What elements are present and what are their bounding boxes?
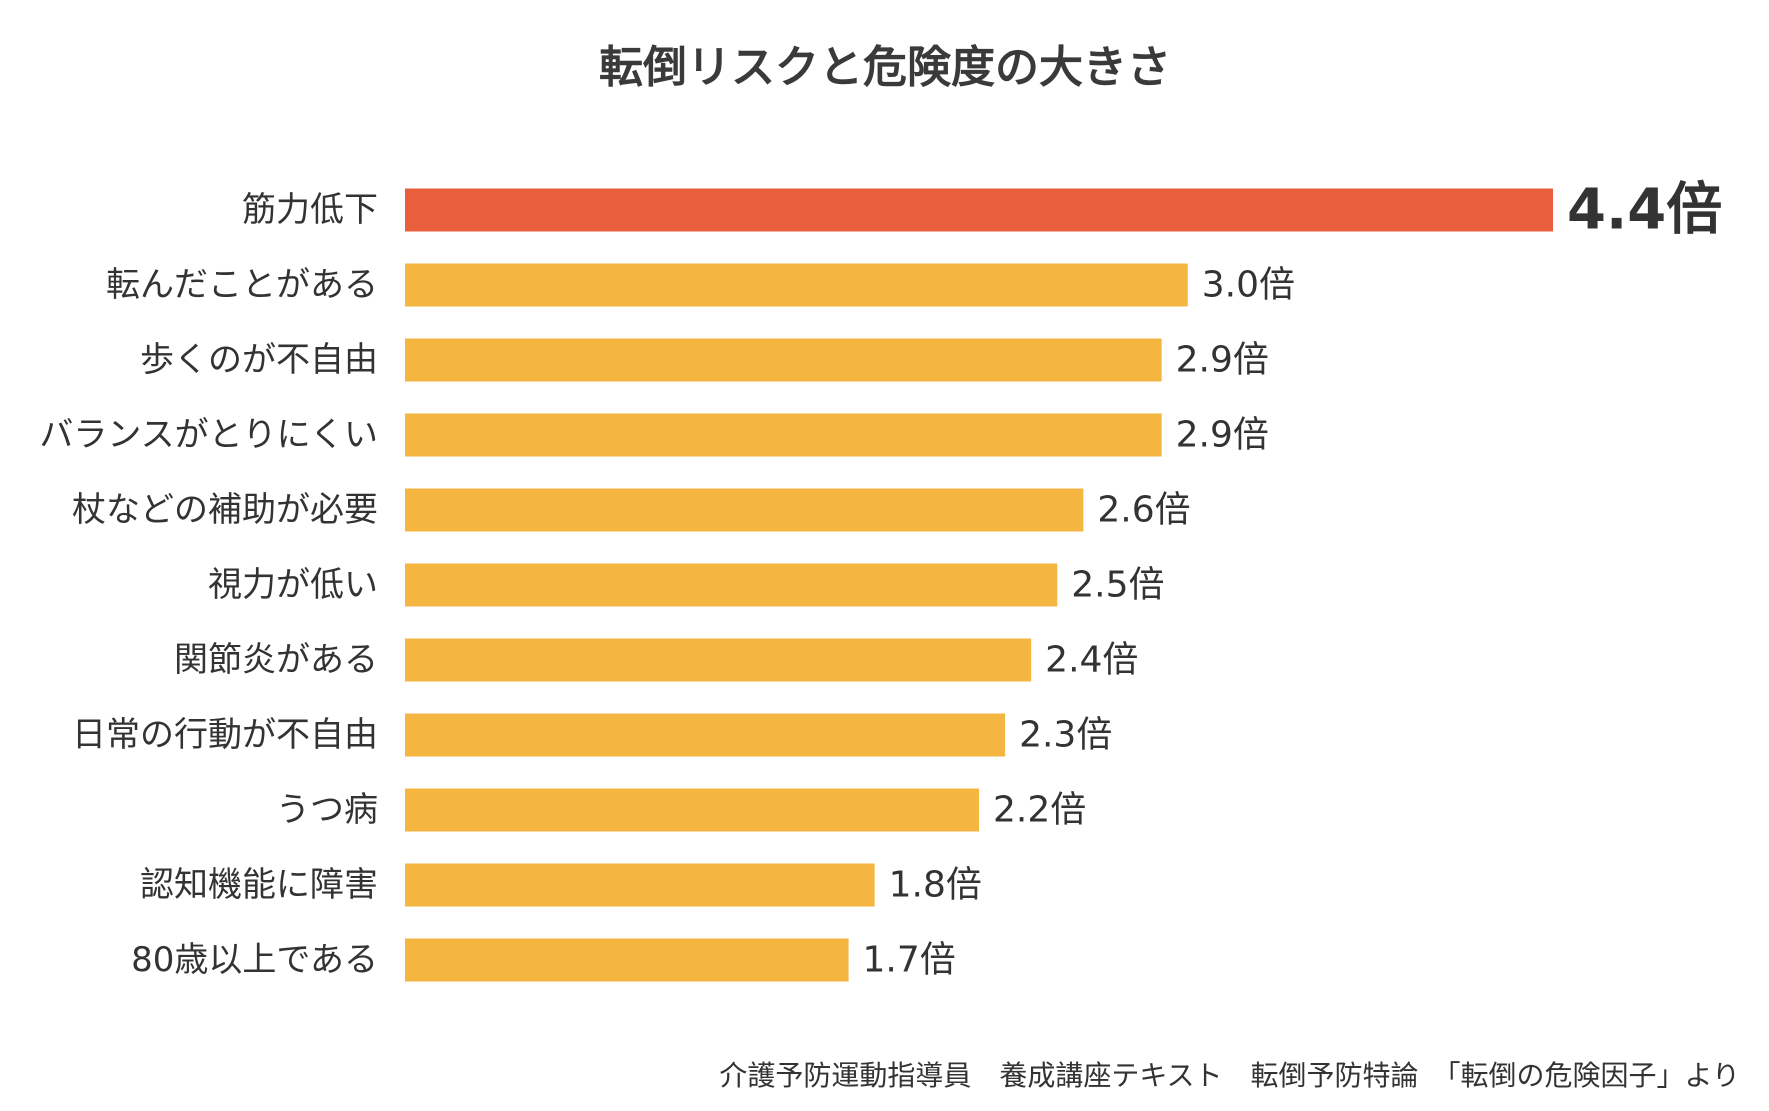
bar [405,713,1006,757]
category-label: 転んだことがある [106,265,378,305]
bar [405,338,1162,382]
category-label: 関節炎がある [174,640,378,680]
bar [405,938,849,982]
category-label: 認知機能に障害 [140,865,378,905]
category-label: 視力が低い [208,565,378,605]
value-label: 2.4倍 [1045,640,1138,681]
category-label: うつ病 [276,790,378,830]
value-label: 2.9倍 [1176,415,1269,456]
value-label: 2.2倍 [993,790,1086,831]
bar [405,788,979,832]
category-label: 筋力低下 [242,190,378,230]
chart-title: 転倒リスクと危険度の大きさ [599,42,1171,93]
category-label: 80歳以上である [131,940,378,980]
bar [405,563,1058,607]
value-label: 1.8倍 [889,865,982,906]
value-label: 2.9倍 [1176,340,1269,381]
category-label: 歩くのが不自由 [140,340,378,380]
bar [405,638,1032,682]
bar [405,263,1188,307]
source-note: 介護予防運動指導員 養成講座テキスト 転倒予防特論 「転倒の危険因子」より [719,1059,1740,1092]
value-label-highlight: 4.4倍 [1567,178,1722,243]
category-label: バランスがとりにくい [39,415,378,455]
category-label: 日常の行動が不自由 [72,715,378,755]
bar [405,413,1162,457]
value-label: 3.0倍 [1202,265,1295,306]
value-label: 2.5倍 [1071,565,1164,606]
value-label: 1.7倍 [863,940,956,981]
value-label: 2.6倍 [1097,490,1190,531]
category-label: 杖などの補助が必要 [72,490,378,530]
bar [405,863,875,907]
bar-highlight [405,188,1553,232]
bar [405,488,1084,532]
value-label: 2.3倍 [1019,715,1112,756]
